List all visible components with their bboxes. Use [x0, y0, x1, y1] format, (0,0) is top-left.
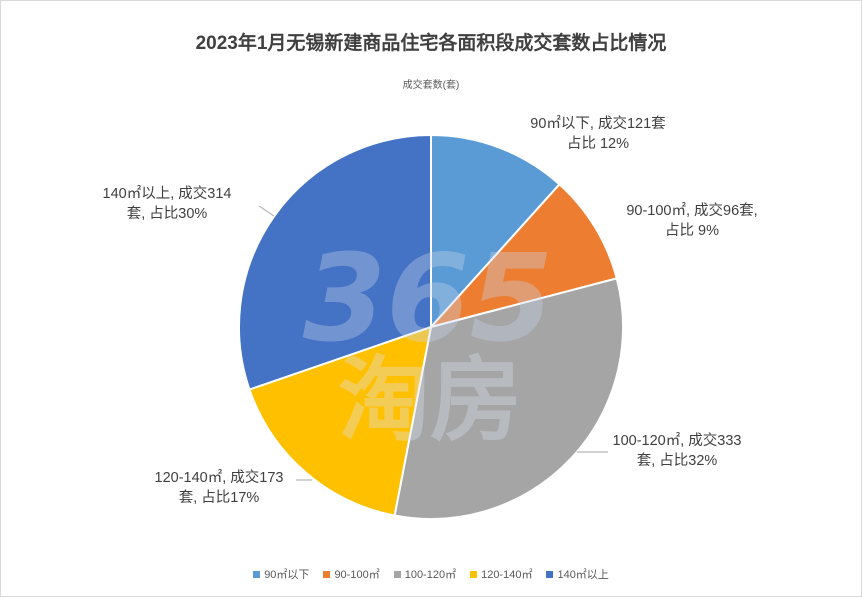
pie-slice-90sqm: [430, 133, 561, 330]
legend-item-140sqm: 140㎡以上: [546, 566, 609, 582]
data-label-100-120sqm: 100-120㎡, 成交333 套, 占比32%: [613, 431, 742, 469]
pie-slice-90-100sqm: [428, 182, 618, 329]
legend-item-90-100sqm: 90-100㎡: [323, 566, 380, 582]
legend-item-120-140sqm: 120-140㎡: [470, 566, 532, 582]
legend-label: 100-120㎡: [404, 569, 457, 581]
data-labels: 90㎡以下, 成交121套占比 12% 90-100㎡, 成交96套,占比 9% 1…: [103, 114, 758, 506]
data-label-90sqm: 90㎡以下, 成交121套占比 12%: [530, 114, 666, 152]
legend-swatch: [253, 570, 261, 578]
legend-item-90sqm: 90㎡以下: [253, 566, 309, 582]
chart-legend: 90㎡以下 90-100㎡ 100-120㎡ 120-140㎡ 140㎡以上: [0, 566, 862, 582]
data-label-120-140sqm: 120-140㎡, 成交173 套, 占比17%: [155, 468, 284, 506]
watermark-digits: 365: [303, 230, 554, 369]
pie-slice-140sqm: [238, 133, 432, 391]
leader-lines: [258, 205, 608, 481]
leader-line-140sqm: [258, 205, 275, 217]
legend-item-100-120sqm: 100-120㎡: [393, 566, 457, 582]
watermark-chars: 淘房: [338, 347, 522, 454]
legend-swatch: [470, 570, 478, 578]
pie-slice-100-120sqm: [393, 277, 624, 520]
legend-label: 90-100㎡: [334, 569, 380, 581]
legend-label: 140㎡以上: [557, 569, 609, 581]
legend-label: 90㎡以下: [264, 569, 310, 581]
legend-label: 120-140㎡: [481, 569, 533, 581]
legend-swatch: [546, 570, 554, 578]
legend-swatch: [393, 570, 401, 578]
data-label-90-100sqm: 90-100㎡, 成交96套,占比 9%: [626, 201, 757, 239]
pie-slices: [238, 133, 624, 520]
chart-subtitle: 成交套数(套): [402, 80, 460, 91]
legend-swatch: [323, 570, 331, 578]
data-label-140sqm: 140㎡以上, 成交314 套, 占比30%: [103, 184, 232, 222]
chart-title: 2023年1月无锡新建商品住宅各面积段成交套数占比情况: [195, 33, 667, 54]
